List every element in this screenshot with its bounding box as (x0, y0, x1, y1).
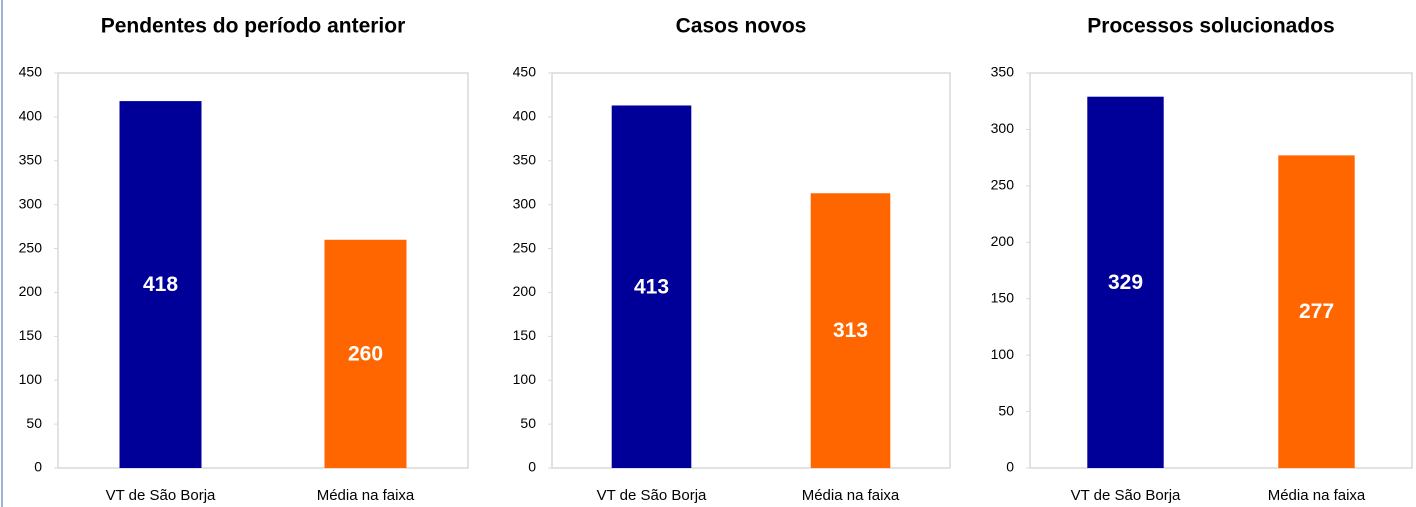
y-tick-label: 0 (34, 459, 42, 475)
y-tick-label: 350 (991, 64, 1015, 80)
y-tick-label: 50 (998, 402, 1014, 418)
x-tick-label: VT de São Borja (106, 487, 216, 504)
y-tick-label: 150 (991, 289, 1015, 305)
y-tick-label: 100 (513, 371, 537, 387)
data-label: 418 (143, 273, 178, 296)
y-tick-label: 250 (19, 239, 43, 255)
y-tick-label: 0 (1006, 459, 1014, 475)
y-tick-label: 300 (991, 120, 1015, 136)
x-tick-label: Média na faixa (1268, 487, 1366, 504)
y-tick-label: 450 (513, 64, 537, 80)
bar (119, 101, 202, 468)
bar (324, 239, 407, 468)
y-tick-label: 450 (19, 64, 43, 80)
plot-frame (551, 72, 951, 469)
y-tick-label: 300 (19, 195, 43, 211)
y-tick-label: 250 (513, 239, 537, 255)
chart-title: Casos novos (676, 15, 807, 38)
y-tick-label: 50 (520, 415, 536, 431)
y-tick-label: 150 (513, 327, 537, 343)
plot-frame (57, 72, 469, 469)
bar (611, 105, 692, 468)
y-tick-label: 200 (19, 283, 43, 299)
data-label: 260 (348, 342, 383, 365)
y-tick-label: 400 (19, 108, 43, 124)
data-label: 277 (1299, 300, 1334, 323)
bar (1087, 96, 1164, 468)
bar (810, 193, 891, 468)
plot-frame (1029, 72, 1413, 469)
x-tick-label: VT de São Borja (1071, 487, 1181, 504)
y-tick-label: 200 (991, 233, 1015, 249)
y-tick-label: 200 (513, 283, 537, 299)
x-tick-label: Média na faixa (802, 487, 900, 504)
y-tick-label: 0 (528, 459, 536, 475)
data-label: 313 (833, 319, 868, 342)
y-tick-label: 150 (19, 327, 43, 343)
x-tick-label: VT de São Borja (597, 487, 707, 504)
y-tick-label: 250 (991, 177, 1015, 193)
y-tick-label: 50 (26, 415, 42, 431)
y-tick-label: 350 (513, 151, 537, 167)
y-tick-label: 100 (991, 346, 1015, 362)
chart-title: Processos solucionados (1087, 15, 1334, 38)
y-tick-label: 300 (513, 195, 537, 211)
bar (1278, 155, 1355, 468)
data-label: 329 (1108, 271, 1143, 294)
y-tick-label: 350 (19, 151, 43, 167)
data-label: 413 (634, 275, 669, 298)
y-tick-label: 100 (19, 371, 43, 387)
y-tick-label: 400 (513, 108, 537, 124)
x-tick-label: Média na faixa (317, 487, 415, 504)
chart-title: Pendentes do período anterior (101, 15, 406, 38)
